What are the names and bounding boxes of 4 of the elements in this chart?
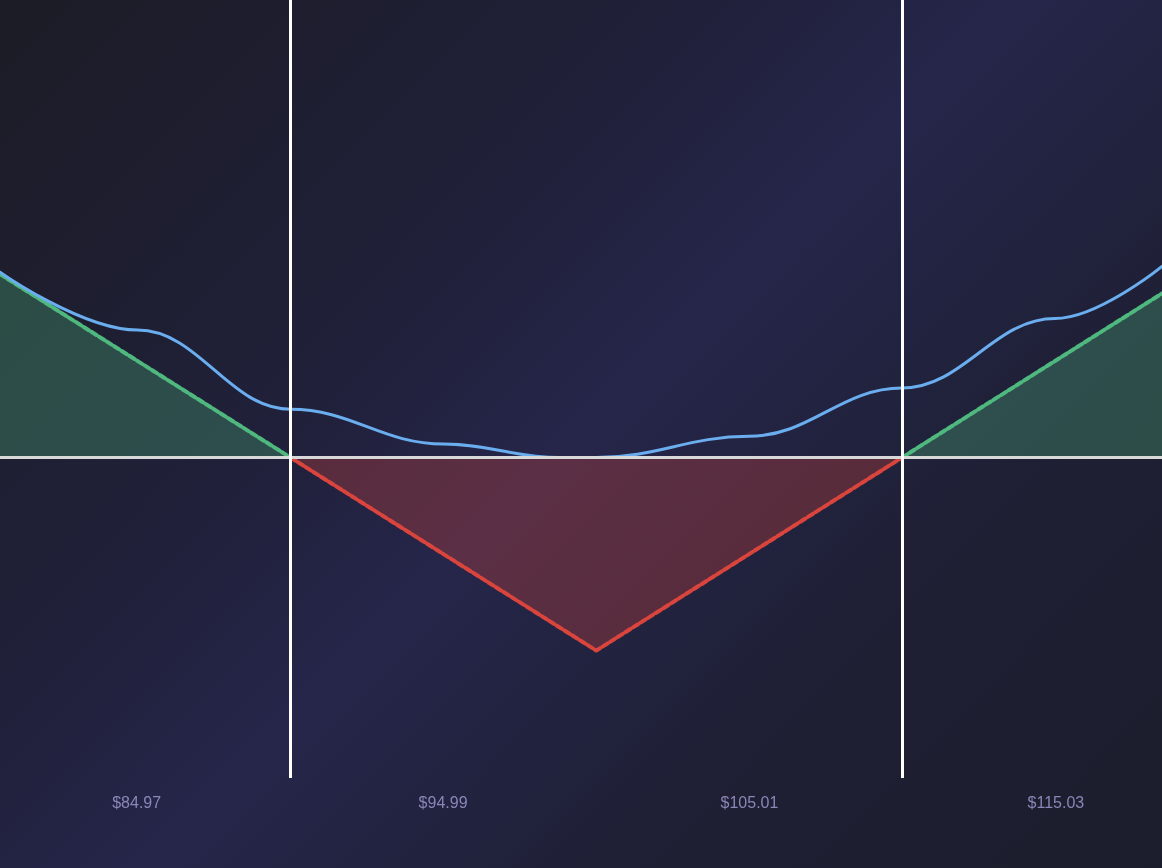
x-tick-label: $94.99 — [418, 793, 468, 811]
x-tick-label: $84.97 — [112, 793, 162, 811]
x-tick-label: $105.01 — [720, 793, 779, 811]
x-tick-label: $115.03 — [1027, 793, 1085, 811]
